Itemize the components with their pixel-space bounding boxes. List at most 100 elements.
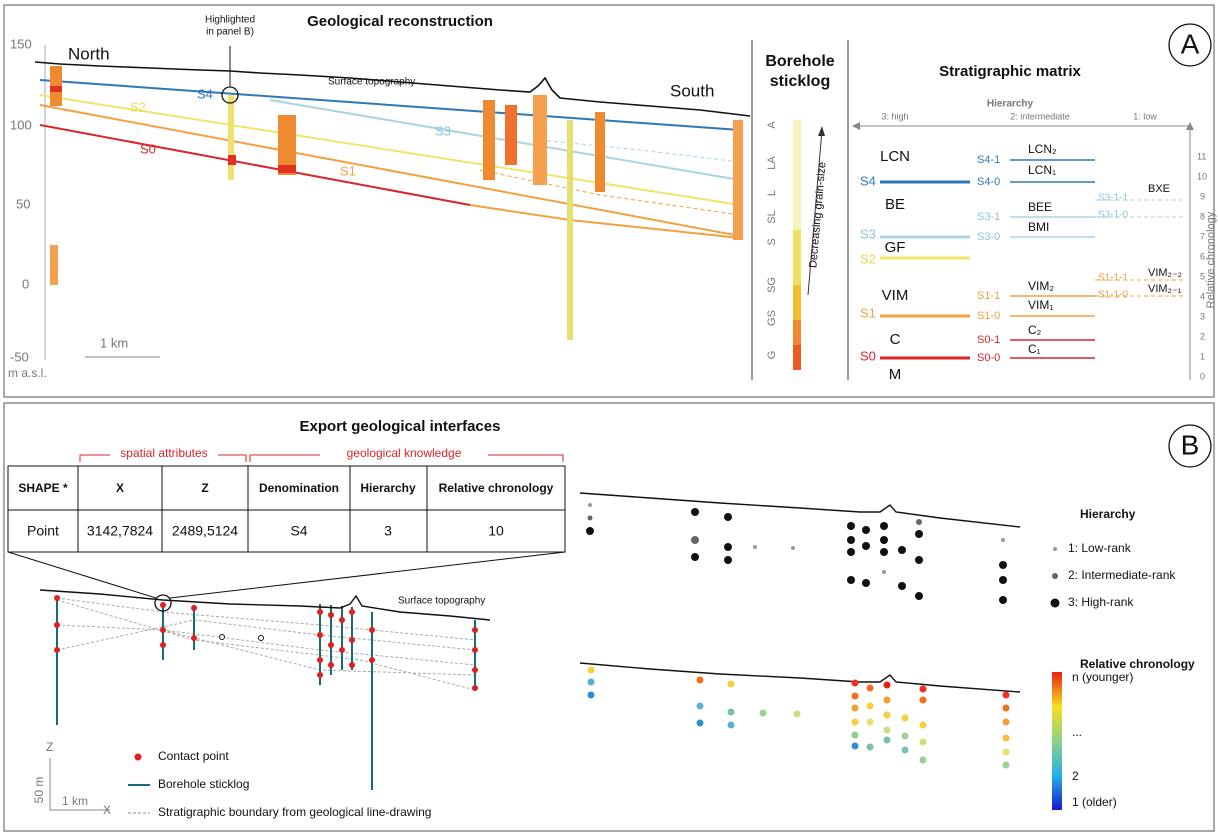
boundary-line — [56, 597, 476, 641]
legend-symbol — [1053, 547, 1057, 551]
contact-point — [369, 627, 375, 633]
surface-label: S3-1-1 — [1098, 193, 1128, 204]
point — [915, 592, 923, 600]
contact-point — [328, 612, 334, 618]
contact-point — [317, 632, 323, 638]
hierarchy-points — [586, 503, 1007, 604]
point — [999, 596, 1007, 604]
boundaries — [56, 597, 476, 691]
unit-label: C₂ — [1028, 323, 1042, 337]
borehole — [505, 105, 517, 165]
legend-label: 2: Intermediate-rank — [1068, 568, 1176, 582]
axis-label: 150 — [10, 36, 32, 51]
contact-point — [349, 609, 355, 615]
contact-point — [328, 662, 334, 668]
axis-label: -50 — [10, 349, 29, 364]
table-border — [7, 465, 566, 553]
point — [851, 742, 859, 750]
arrow-label: Decreasing grain-size — [807, 161, 828, 268]
contact-point — [339, 617, 345, 623]
contact-point — [191, 605, 197, 611]
surface-label: S3 — [860, 226, 876, 241]
point — [901, 746, 909, 754]
matrix-title: Stratigraphic matrix — [939, 63, 1081, 80]
borehole — [483, 100, 495, 180]
panel-label: B — [1181, 429, 1200, 460]
boundary-line — [56, 599, 476, 691]
point — [866, 718, 874, 726]
unit-label: BE — [885, 196, 905, 213]
legend-label: 3: High-rank — [1068, 595, 1134, 609]
panel-title: Geological reconstruction — [307, 13, 493, 30]
panel-frame — [3, 402, 1215, 832]
tick-label: 0 — [1200, 371, 1205, 381]
surface-line — [39, 79, 741, 131]
tick-label: 6 — [1200, 251, 1205, 261]
surface-label: S2 — [860, 251, 876, 266]
point — [915, 556, 923, 564]
zoom-line — [169, 551, 566, 599]
legend-label: Borehole sticklog — [158, 777, 249, 791]
point — [866, 743, 874, 751]
sticklog-bar — [793, 345, 801, 370]
surface-line — [479, 169, 741, 216]
point — [851, 731, 859, 739]
point — [851, 692, 859, 700]
unit-label: M — [889, 366, 902, 383]
point — [919, 756, 927, 764]
table-cell: 2489,5124 — [172, 523, 238, 539]
contact-point — [317, 672, 323, 678]
point — [691, 508, 699, 516]
legend-label: ... — [1072, 725, 1082, 739]
unit-label: LCN₂ — [1028, 142, 1057, 156]
arrow-head — [1186, 122, 1194, 130]
legend-label: 1 (older) — [1072, 795, 1117, 809]
tick-label: 3 — [1200, 311, 1205, 321]
point — [919, 738, 927, 746]
point — [862, 579, 870, 587]
highlight-circle — [154, 594, 172, 612]
point — [696, 676, 704, 684]
point — [588, 503, 592, 507]
contact-point — [54, 647, 60, 653]
table-cell: 10 — [488, 523, 504, 539]
point — [1002, 734, 1010, 742]
point — [586, 527, 594, 535]
tick-label: 1 — [1200, 351, 1205, 361]
hierarchy-level: 3: high — [881, 111, 908, 121]
point — [1002, 691, 1010, 699]
tick-label: 7 — [1200, 231, 1205, 241]
point — [587, 666, 595, 674]
contact-point — [160, 602, 166, 608]
borehole — [278, 115, 296, 175]
point — [883, 726, 891, 734]
contact-point — [349, 662, 355, 668]
unit-label: C — [890, 331, 901, 348]
surface-label: S1-1-1 — [1098, 273, 1128, 284]
tick-label: 11 — [1197, 151, 1206, 161]
legend-symbol — [1052, 573, 1058, 579]
unit-label: BMI — [1028, 220, 1049, 234]
table-cell: 3 — [384, 523, 392, 539]
unit-label: LCN₁ — [1028, 163, 1056, 177]
point — [727, 680, 735, 688]
legend-label: Stratigraphic boundary from geological l… — [158, 805, 431, 819]
surface-label: S1 — [860, 305, 876, 320]
hierarchy-level: 1: low — [1133, 111, 1157, 121]
borehole — [567, 120, 573, 340]
sticklog-bar — [793, 120, 801, 230]
grain-size: G — [766, 351, 778, 360]
point — [898, 546, 906, 554]
unit-label: VIM₂₋₂ — [1148, 267, 1182, 279]
point — [691, 553, 699, 561]
surface-label: S0-1 — [977, 334, 1000, 346]
legend-symbol — [134, 753, 142, 761]
point — [1002, 718, 1010, 726]
group-label: spatial attributes — [120, 446, 207, 460]
contact-point — [472, 627, 478, 633]
surface-label: S4-1 — [977, 154, 1000, 166]
point — [851, 718, 859, 726]
axis-label: 0 — [22, 276, 29, 291]
axis-label: 100 — [10, 117, 32, 132]
grain-size: SL — [766, 210, 778, 223]
